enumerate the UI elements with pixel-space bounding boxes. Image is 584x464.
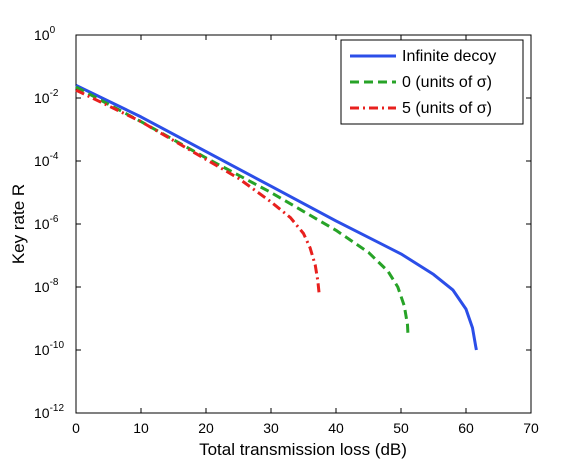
y-tick-label: 10-6 [34, 214, 59, 232]
x-tick-label: 10 [133, 420, 149, 436]
y-tick-label: 100 [34, 25, 56, 43]
series-layer [75, 84, 478, 351]
x-axis-ticks: 0 10 20 30 40 50 60 70 [72, 35, 539, 436]
y-tick-label: 10-12 [34, 403, 64, 421]
legend-label-5-sigma: 5 (units of σ) [402, 100, 492, 117]
series-line-infinite-decoy [75, 84, 478, 351]
legend: Infinite decoy 0 (units of σ) 5 (units o… [340, 39, 524, 125]
y-tick-label: 10-2 [34, 88, 59, 106]
x-tick-label: 50 [393, 420, 409, 436]
y-tick-label: 10-4 [34, 151, 59, 169]
legend-label-infinite-decoy: Infinite decoy [402, 48, 496, 65]
x-tick-label: 20 [198, 420, 214, 436]
legend-label-0-sigma: 0 (units of σ) [402, 74, 492, 91]
x-tick-label: 40 [328, 420, 344, 436]
series-line-5-sigma [75, 88, 321, 294]
y-axis-title: Key rate R [9, 184, 28, 264]
y-tick-label: 10-10 [34, 340, 64, 358]
series-line-0-sigma [75, 85, 410, 338]
y-tick-label: 10-8 [34, 277, 59, 295]
x-tick-label: 70 [523, 420, 539, 436]
x-tick-label: 30 [263, 420, 279, 436]
x-tick-label: 60 [458, 420, 474, 436]
y-axis-ticks: 100 10-2 10-4 10-6 10-8 10-10 10-12 [34, 25, 531, 421]
x-axis-title: Total transmission loss (dB) [199, 440, 407, 459]
x-tick-label: 0 [72, 420, 80, 436]
